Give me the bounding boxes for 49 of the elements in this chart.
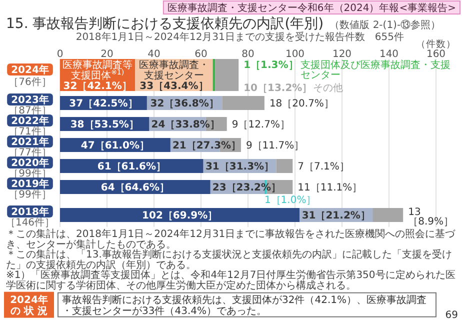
data-label: 10［13.2%］ <box>244 83 312 94</box>
text: 2024年の 状 況 <box>10 294 48 317</box>
data-label: 13［8.9%］ <box>408 207 454 228</box>
legend-label: 医療事故調査等支援団体$^{※1)}$ <box>62 59 133 82</box>
chart-subtitle: （数値版 2-(1)-⑬参照） <box>330 19 441 31</box>
y-tick-label: 2019年［99件］ <box>8 178 52 200</box>
data-label: 38［53.5%］ <box>70 120 139 130</box>
data-label: 37［42.5%］ <box>69 98 138 110</box>
data-label: 31［21.2%］ <box>302 210 370 222</box>
x-axis-title: （件数） <box>416 39 456 50</box>
text: 事故報告判断における支援依頼先は、支援団体が32件（42.1%）、医療事故調査・支援センターが33件（43.4%）であった。 <box>62 294 426 317</box>
x-tick-label: 40 <box>148 49 160 60</box>
text: その他 <box>313 82 344 94</box>
x-tick-label: 20 <box>100 49 114 60</box>
data-label: 21［27.3%］ <box>172 140 242 152</box>
x-tick-label: 160 <box>426 49 446 60</box>
data-label: 9［12.7%］ <box>232 120 290 130</box>
data-label: 64［64.6%］ <box>100 182 170 194</box>
x-tick-label: 120 <box>332 49 352 60</box>
data-label: 11［11.1%］ <box>298 182 362 194</box>
text: ＊この集計は、2018年1月1日～2024年12月31日までに事故報告をされた医療機関への照会に基づき、センターが集計したものである。 <box>6 228 456 250</box>
data-label: 1［1.0%］ <box>264 195 316 206</box>
text: 医療事故調査・支援センター令和6年（2024）年報<事業報告> <box>167 2 456 14</box>
text: 支援団体及び医療事故調査・支援センター <box>300 59 450 81</box>
data-label: 9［11.7%］ <box>246 140 304 152</box>
x-tick-label: 80 <box>242 49 254 60</box>
data-label: 7［7.1%］ <box>298 162 350 172</box>
series-label: 医療事故調査・支援センター <box>138 59 209 82</box>
x-tick-label: 0 <box>56 49 64 60</box>
data-label: 61［61.6%］ <box>97 162 166 172</box>
y-tick-label: 2018年［146件］ <box>5 206 55 228</box>
x-tick-label: 100 <box>285 49 305 60</box>
data-label: 31［31.3%］ <box>205 162 274 172</box>
chart-title: 15. 事故報告判断における支援依頼先の内訳(年別) <box>6 16 324 32</box>
data-label: 47［61.0%］ <box>80 140 150 152</box>
data-label: 33［43.4%］ <box>140 81 208 92</box>
data-label: 24［33.8%］ <box>151 120 220 130</box>
x-tick-label: 60 <box>194 49 208 60</box>
data-label: 1［1.3%］ <box>244 60 298 71</box>
data-label: 18［20.7%］ <box>269 98 334 110</box>
x-tick-label: 140 <box>379 49 399 60</box>
text: 2018年1月1日～2024年12月31日までの支援を受けた報告件数 655件 <box>76 31 404 43</box>
text: ＊この集計は、「13.事故報告判断における支援状況と支援依頼先の内訳」に記載した「支援を受けた」の支援依頼先の内訳（年別）である。 <box>6 248 452 271</box>
y-tick-label: 2024年［76件］ <box>8 64 52 88</box>
text: ※1）「医療事故調査等支援団体」とは、令和4年12月7日付厚生労働省告示第350号に定められた医学医術に関する学術団体、その他厚生労働大臣が定めた団体から構成される。 <box>6 269 456 292</box>
data-label: 102［69.9%］ <box>142 210 218 222</box>
data-label: 32［42.1%］ <box>63 81 132 92</box>
data-label: 32［36.8%］ <box>150 98 219 110</box>
text: 69 <box>445 310 458 320</box>
